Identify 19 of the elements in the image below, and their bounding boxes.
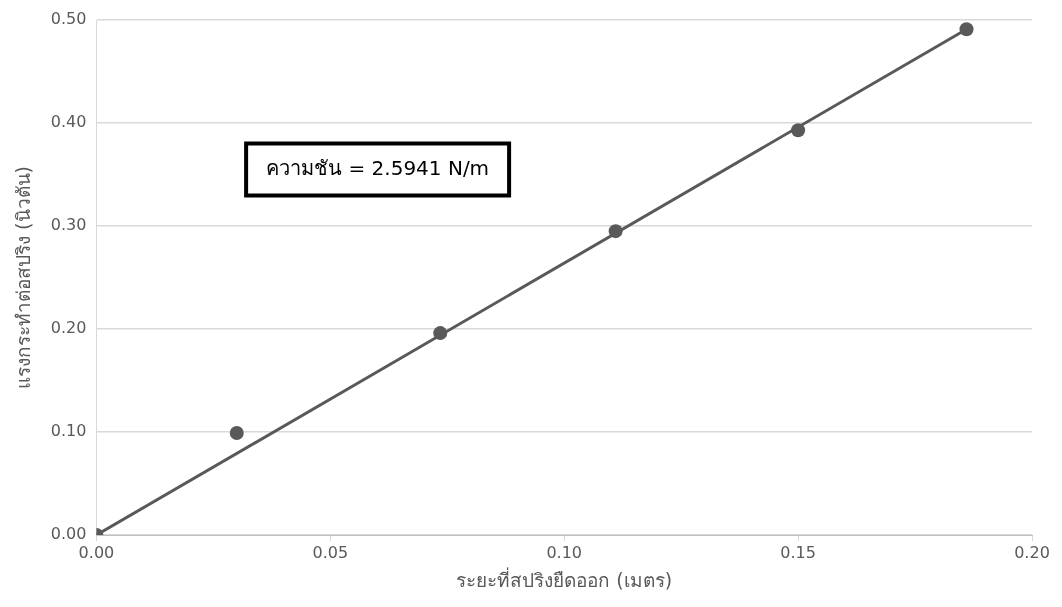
y-tick-label: 0.50 [50, 9, 87, 29]
point [608, 224, 623, 239]
x-tick-label: 0.20 [1014, 542, 1050, 562]
point [433, 326, 448, 341]
x-axis-title: ระยะที่สปริงยืดออก (เมตร) [456, 566, 673, 591]
y-tick-label: 0.30 [50, 215, 87, 235]
x-tick-label: 0.15 [780, 542, 816, 562]
y-axis-title: แรงกระทำต่อสปริง (นิวตัน) [12, 166, 35, 389]
y-tick-label: 0.10 [50, 421, 87, 441]
point [959, 22, 974, 37]
x-tick-label: 0.10 [546, 542, 583, 562]
x-tick-label: 0.00 [78, 542, 115, 562]
y-tick-label: 0.40 [50, 112, 87, 132]
x-tick-label: 0.05 [312, 542, 349, 562]
annotation: ความชัน = 2.5941 N/m [266, 155, 490, 180]
point [791, 123, 806, 138]
y-tick-label: 0.00 [50, 524, 87, 544]
y-tick-label: 0.20 [50, 318, 87, 338]
point [229, 426, 244, 441]
